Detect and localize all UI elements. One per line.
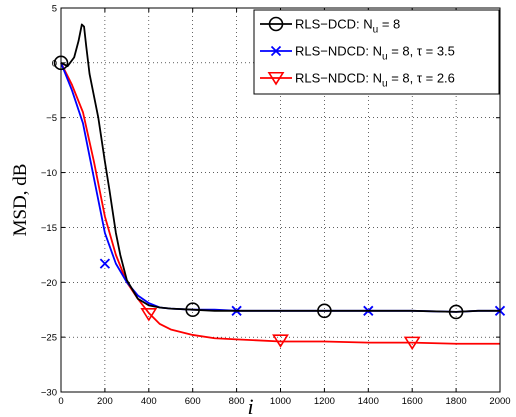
legend-label-main: RLS−DCD: N <box>295 17 373 32</box>
data-point-marker <box>272 334 289 348</box>
y-tick-label: −5 <box>46 113 57 124</box>
y-tick-label: 5 <box>52 4 57 15</box>
series-3 <box>60 62 500 351</box>
legend-label-subscript: u <box>382 79 388 90</box>
data-point-marker <box>317 303 332 319</box>
legend-label-subscript: u <box>382 52 388 63</box>
y-tick-label: 0 <box>52 58 57 69</box>
legend-label-main: RLS−NDCD: N <box>295 71 382 86</box>
legend-marker <box>267 71 285 86</box>
legend-label-main: RLS−NDCD: N <box>295 44 382 59</box>
x-marker-stroke <box>270 45 282 57</box>
legend-marker <box>268 16 284 32</box>
data-point-marker <box>140 308 158 322</box>
y-tick-label: −20 <box>41 278 57 289</box>
series-layer <box>53 23 506 351</box>
x-marker-stroke <box>99 258 111 269</box>
legend-label-rest: = 8, τ = 3.5 <box>388 44 455 59</box>
series-line <box>60 62 500 345</box>
series-line <box>60 23 500 313</box>
legend-entry: RLS−NDCD: Nu = 8, τ = 2.6 <box>260 71 455 90</box>
x-tick-label: 1200 <box>314 396 335 407</box>
legend-entry: RLS−DCD: Nu = 8 <box>260 17 400 36</box>
data-point-marker <box>99 258 111 269</box>
legend-marker <box>270 45 282 57</box>
x-tick-label: 2000 <box>489 396 510 407</box>
x-tick-label: 400 <box>141 396 157 407</box>
data-point-marker <box>403 336 421 351</box>
x-tick-label: 200 <box>97 396 113 407</box>
y-tick-label: −15 <box>41 223 57 234</box>
x-tick-label: 1000 <box>270 396 291 407</box>
x-tick-label: 1400 <box>358 396 379 407</box>
legend-label: RLS−NDCD: Nu = 8, τ = 2.6 <box>295 71 455 90</box>
x-tick-label: 1800 <box>446 396 467 407</box>
y-tick-label: −10 <box>41 168 57 179</box>
legend-label-rest: = 8 <box>378 17 400 32</box>
data-point-marker <box>448 304 464 320</box>
y-axis-title: MSD, dB <box>10 164 31 237</box>
x-tick-label: 800 <box>229 396 245 407</box>
series-1 <box>53 23 500 320</box>
x-tick-label: 1600 <box>402 396 423 407</box>
legend-label-rest: = 8, τ = 2.6 <box>388 71 455 86</box>
y-tick-label: −25 <box>41 333 57 344</box>
x-axis-title: i <box>247 394 253 417</box>
legend-label: RLS−NDCD: Nu = 8, τ = 3.5 <box>295 44 455 63</box>
data-point-marker <box>185 302 200 318</box>
ticks: 0 200 400 600 800 1000 1200 1400 1600 1800 200050−… <box>41 4 511 408</box>
legend-label: RLS−DCD: Nu = 8 <box>295 17 400 36</box>
legend-entry: RLS−NDCD: Nu = 8, τ = 3.5 <box>260 44 455 63</box>
x-tick-label: 0 <box>58 396 63 407</box>
x-tick-label: 600 <box>185 396 201 407</box>
legend-label-subscript: u <box>373 25 379 36</box>
y-tick-label: −30 <box>41 388 57 399</box>
legend-box <box>253 9 500 95</box>
